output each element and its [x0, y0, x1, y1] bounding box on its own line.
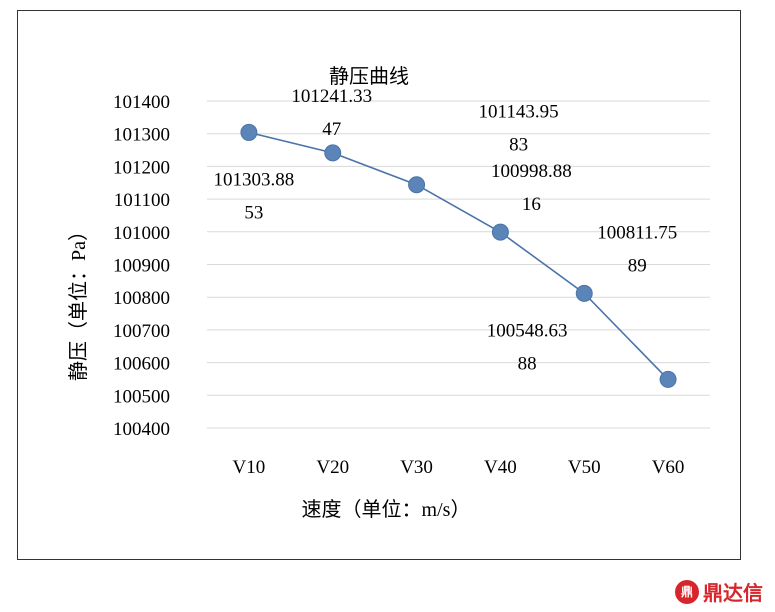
x-axis-title: 速度（单位：m/s） [302, 498, 471, 521]
watermark: 鼎 鼎达信 [675, 577, 763, 606]
y-tick-label: 101100 [114, 190, 170, 211]
y-tick-label: 100700 [113, 321, 170, 342]
x-tick-label: V60 [652, 457, 685, 478]
data-point [575, 284, 593, 302]
y-tick-label: 100900 [113, 256, 170, 277]
y-tick-label: 100400 [113, 419, 170, 440]
data-label: 101143.95 [479, 102, 559, 123]
x-tick-label: V30 [400, 457, 433, 478]
data-label: 47 [322, 119, 341, 140]
x-tick-label: V50 [568, 457, 601, 478]
x-axis-ticks: V10 V20 V30 V40 V50 V60 [233, 457, 685, 478]
data-labels: 101303.88 53 101241.33 47 101143.95 83 100998.… [214, 86, 678, 375]
x-tick-label: V20 [316, 457, 349, 478]
data-point [408, 176, 426, 194]
data-label: 89 [628, 255, 647, 276]
line-chart: 静压曲线 100400 100500 100600 100700 100800 10090… [67, 65, 710, 521]
data-label: 53 [244, 202, 263, 223]
y-tick-label: 100500 [113, 386, 170, 407]
x-tick-label: V40 [484, 457, 517, 478]
y-tick-label: 101200 [113, 157, 170, 178]
data-label: 100548.63 [487, 320, 568, 341]
y-tick-label: 101000 [113, 223, 170, 244]
y-tick-label: 101300 [113, 125, 170, 146]
data-point [240, 123, 258, 141]
y-axis-ticks: 100400 100500 100600 100700 100800 100900 1010… [113, 92, 170, 440]
data-label: 16 [522, 194, 541, 215]
y-tick-label: 101400 [113, 92, 170, 113]
data-label: 101303.88 [214, 169, 295, 190]
chart-frame: 静压曲线 100400 100500 100600 100700 100800 10090… [17, 10, 741, 560]
data-label: 88 [518, 353, 537, 374]
data-label: 83 [509, 135, 528, 156]
data-label: 101241.33 [291, 86, 372, 107]
watermark-text: 鼎达信 [703, 581, 763, 605]
chart-title: 静压曲线 [329, 65, 409, 88]
data-point [659, 370, 677, 388]
y-tick-label: 100600 [113, 354, 170, 375]
y-tick-label: 100800 [113, 288, 170, 309]
x-tick-label: V10 [233, 457, 266, 478]
series [240, 123, 677, 388]
dingdaxin-logo-icon: 鼎 [675, 579, 699, 604]
data-point [324, 144, 342, 162]
y-axis-title: 静压（单位：Pa） [67, 221, 90, 381]
series-line [248, 131, 669, 380]
grid-lines [207, 100, 710, 429]
data-label: 100811.75 [597, 222, 677, 243]
data-point [491, 223, 509, 241]
data-label: 100998.88 [491, 161, 572, 182]
